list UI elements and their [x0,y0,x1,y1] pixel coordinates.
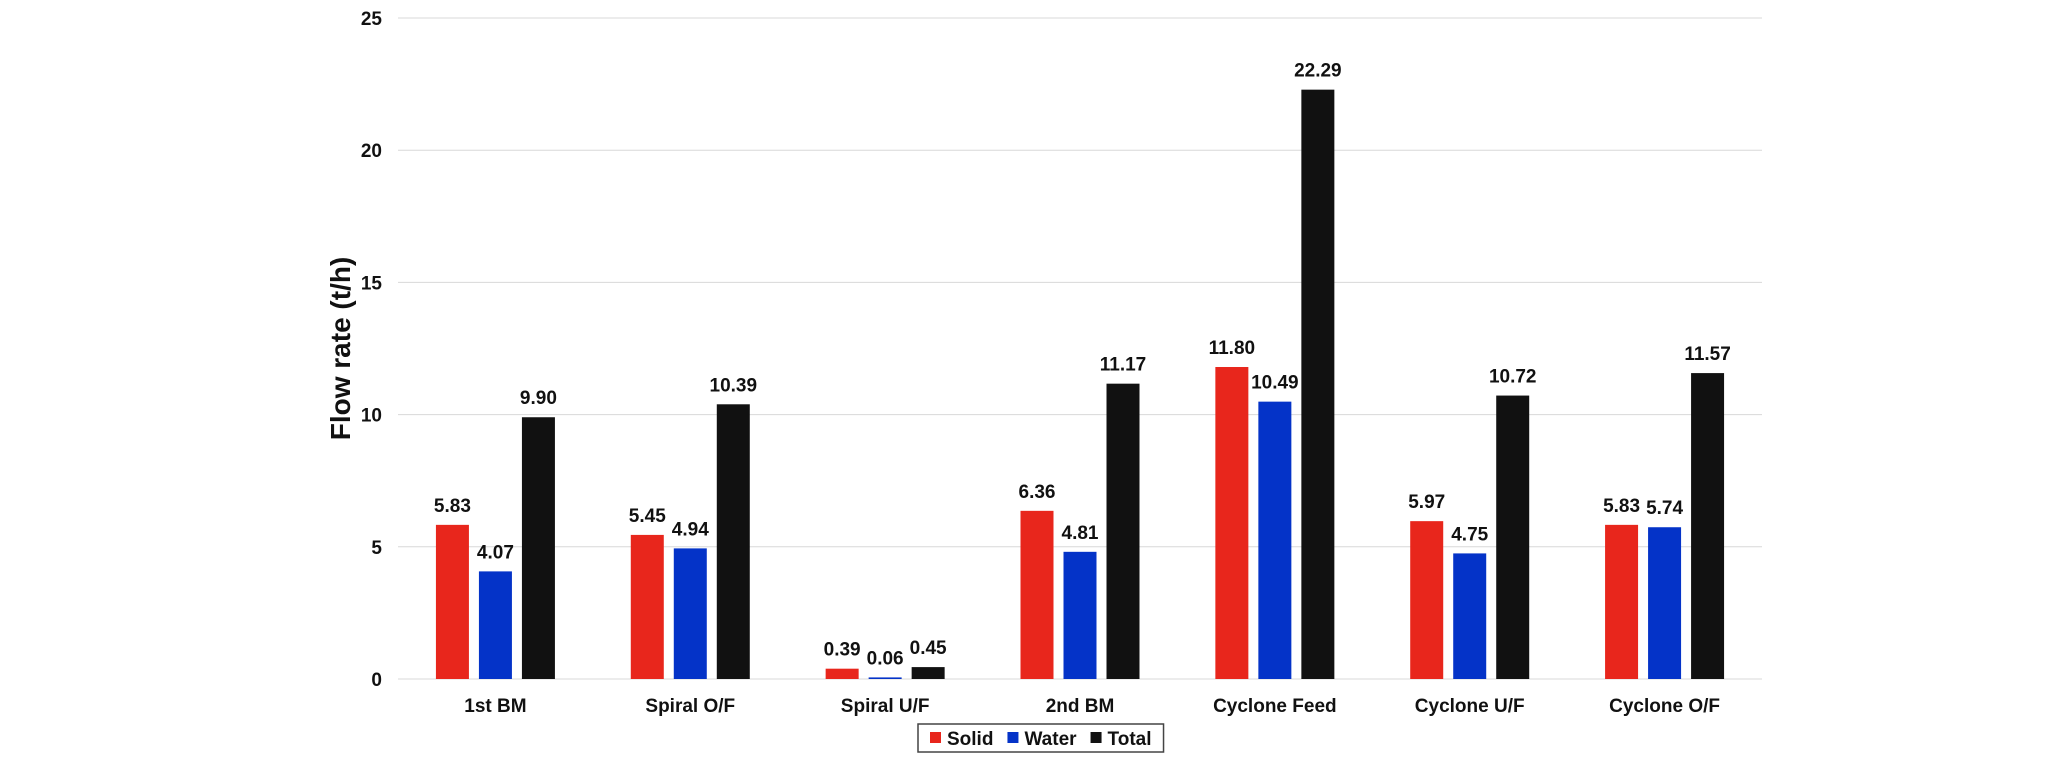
bar-total [1301,89,1335,679]
bar-solid [1215,367,1249,679]
data-label: 4.75 [1451,524,1488,545]
data-label: 11.80 [1209,338,1256,359]
legend-swatch-solid [930,732,941,743]
bar-solid [435,524,469,679]
data-label: 5.83 [434,496,471,517]
x-category-label: Cyclone Feed [1213,696,1337,717]
data-label: 5.97 [1408,492,1445,513]
bar-total [1106,383,1140,679]
data-label: 4.07 [477,542,514,563]
data-label: 6.36 [1019,482,1056,503]
legend-swatch-total [1090,732,1102,743]
y-tick-label: 0 [371,670,382,691]
bar-water [1453,553,1487,679]
x-axis-categories: 1st BM Spiral O/F Spiral U/F 2nd BM Cyclone … [464,696,1720,717]
y-tick-label: 20 [361,141,382,162]
legend: Solid Water Total [917,723,1165,753]
x-category-label: 2nd BM [1046,696,1115,717]
legend-box [917,723,1165,753]
x-category-label: 1st BM [464,696,526,717]
bar-water [1258,401,1292,679]
data-label: 11.17 [1100,355,1147,376]
data-label: 5.45 [629,506,666,527]
y-tick-label: 15 [361,273,383,294]
data-label: 10.39 [710,375,758,396]
data-label: 5.83 [1603,496,1640,517]
data-label: 0.06 [867,648,904,669]
y-tick-label: 5 [371,538,382,559]
y-axis-title: Flow rate (t/h) [325,257,356,441]
bar-total [1496,395,1530,679]
bar-total [716,404,750,679]
bar-water [1063,551,1097,679]
bar-total [521,417,555,679]
data-labels: 5.83 4.07 9.90 5.45 4.94 10.39 0.39 0.06 0.45 6.3… [434,61,1731,670]
legend-label-water: Water [1024,729,1077,750]
data-label: 5.74 [1646,498,1683,519]
data-label: 4.94 [672,519,709,540]
bar-total [1691,373,1725,679]
x-category-label: Spiral U/F [841,696,930,717]
legend-swatch-water [1007,732,1019,743]
bar-solid [1605,524,1639,679]
data-label: 4.81 [1062,523,1099,544]
legend-items: Solid Water Total [930,729,1152,750]
data-label: 10.72 [1489,367,1537,388]
data-label: 9.90 [520,388,557,409]
legend-label-solid: Solid [947,729,993,750]
bar-water [1648,527,1682,679]
y-tick-label: 25 [361,9,383,30]
gridlines [398,17,1762,680]
x-category-label: Cyclone O/F [1609,696,1720,717]
y-axis-ticks: 0 5 10 15 20 25 [361,9,383,691]
bar-solid [630,534,664,679]
bar-solid [1020,510,1054,679]
bar-solid [825,668,859,679]
bar-water [478,571,512,679]
y-tick-label: 10 [361,406,382,427]
data-label: 10.49 [1251,373,1299,394]
x-category-label: Spiral O/F [645,696,735,717]
data-label: 0.39 [824,640,861,661]
data-label: 22.29 [1294,61,1342,82]
legend-label-total: Total [1108,729,1152,750]
bar-water [673,548,707,679]
data-label: 11.57 [1684,344,1731,365]
data-label: 0.45 [910,638,947,659]
bar-water [868,677,902,679]
bar-solid [1410,521,1444,679]
bar-total [911,667,945,679]
x-category-label: Cyclone U/F [1415,696,1525,717]
bars [435,89,1725,679]
